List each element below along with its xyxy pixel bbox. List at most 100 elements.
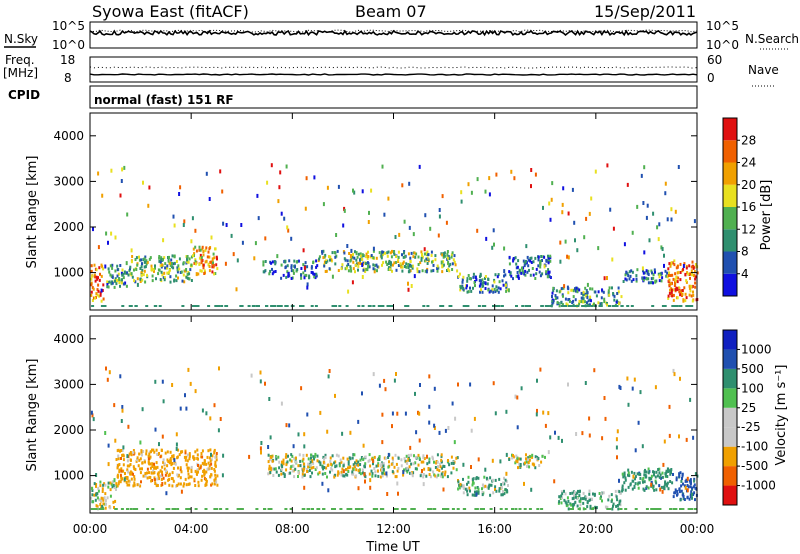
- scatter-cell: [361, 275, 364, 279]
- scatter-cell: [549, 217, 552, 222]
- scatter-cell: [114, 499, 117, 503]
- scatter-cell: [107, 485, 110, 489]
- scatter-cell: [656, 474, 659, 478]
- scatter-cell: [594, 290, 597, 294]
- scatter-cell: [125, 284, 128, 288]
- scatter-cell: [208, 467, 211, 471]
- scatter-cell: [467, 182, 470, 187]
- y-tick-label: 1000: [53, 469, 84, 483]
- scatter-cell: [606, 505, 609, 509]
- scatter-cell: [119, 193, 122, 198]
- scatter-cell: [311, 508, 314, 510]
- scatter-cell: [541, 272, 544, 276]
- freq-tick-top: 18: [60, 53, 75, 67]
- scatter-cell: [129, 508, 133, 510]
- scatter-cell: [213, 256, 216, 260]
- scatter-cell: [169, 275, 172, 279]
- colorbar-segment: [723, 118, 737, 141]
- scatter-cell: [547, 411, 550, 416]
- scatter-cell: [687, 305, 691, 307]
- scatter-cell: [104, 492, 107, 496]
- scatter-cell: [99, 484, 102, 488]
- scatter-cell: [498, 477, 501, 481]
- scatter-cell: [208, 456, 211, 460]
- scatter-cell: [661, 489, 664, 494]
- scatter-cell: [168, 483, 171, 487]
- scatter-cell: [282, 458, 285, 462]
- scatter-cell: [205, 479, 208, 483]
- scatter-cell: [556, 301, 559, 304]
- scatter-cell: [650, 474, 653, 478]
- scatter-cell: [403, 265, 406, 268]
- scatter-cell: [387, 196, 390, 201]
- scatter-cell: [201, 245, 204, 249]
- scatter-cell: [204, 260, 207, 264]
- scatter-cell: [472, 480, 474, 484]
- scatter-cell: [118, 470, 121, 474]
- scatter-cell: [313, 455, 316, 459]
- scatter-cell: [268, 458, 271, 462]
- scatter-cell: [316, 264, 319, 268]
- scatter-cell: [693, 508, 697, 510]
- scatter-cell: [255, 305, 259, 307]
- scatter-cell: [652, 211, 655, 216]
- scatter-cell: [120, 469, 123, 473]
- scatter-cell: [148, 471, 150, 475]
- scatter-cell: [321, 250, 323, 254]
- scatter-cell: [560, 287, 563, 291]
- scatter-cell: [161, 379, 164, 384]
- scatter-cell: [419, 383, 421, 387]
- colorbar-segment: [723, 184, 737, 207]
- scatter-cell: [104, 264, 107, 269]
- scatter-cell: [531, 455, 534, 459]
- scatter-cell: [673, 284, 676, 288]
- scatter-cell: [316, 459, 319, 463]
- scatter-cell: [402, 473, 405, 477]
- colorbar-tick-label: 4: [741, 267, 749, 281]
- scatter-cell: [172, 214, 175, 219]
- scatter-cell: [146, 476, 149, 480]
- scatter-cell: [447, 426, 450, 430]
- scatter-cell: [122, 282, 125, 286]
- scatter-cell: [634, 448, 637, 453]
- scatter-cell: [204, 248, 207, 252]
- scatter-cell: [203, 272, 206, 275]
- scatter-cell: [179, 466, 182, 470]
- scatter-cell: [412, 232, 415, 237]
- scatter-cell: [584, 292, 587, 296]
- scatter-cell: [619, 491, 622, 495]
- scatter-cell: [186, 256, 189, 260]
- scatter-cell: [689, 481, 692, 485]
- scatter-cell: [482, 284, 485, 288]
- scatter-cell: [101, 508, 105, 510]
- scatter-cell: [674, 278, 677, 282]
- scatter-cell: [203, 459, 206, 462]
- scatter-cell: [497, 290, 500, 294]
- scatter-cell: [304, 206, 307, 211]
- scatter-cell: [588, 498, 591, 502]
- scatter-cell: [280, 401, 283, 406]
- scatter-cell: [581, 305, 585, 307]
- scatter-cell: [531, 267, 534, 270]
- scatter-cell: [168, 473, 171, 477]
- scatter-cell: [199, 248, 202, 252]
- scatter-cell: [525, 305, 529, 307]
- scatter-cell: [134, 468, 137, 471]
- scatter-cell: [589, 295, 592, 299]
- scatter-cell: [310, 265, 313, 269]
- scatter-cell: [642, 201, 645, 205]
- scatter-cell: [556, 296, 559, 300]
- scatter-cell: [322, 508, 326, 510]
- scatter-cell: [540, 305, 544, 307]
- scatter-cell: [190, 255, 193, 259]
- scatter-cell: [147, 461, 150, 465]
- scatter-cell: [578, 288, 581, 292]
- scatter-cell: [489, 476, 492, 480]
- scatter-cell: [642, 271, 645, 275]
- scatter-cell: [103, 496, 106, 500]
- scatter-cell: [618, 302, 620, 306]
- scatter-cell: [183, 280, 186, 284]
- scatter-cell: [433, 460, 435, 464]
- scatter-cell: [432, 263, 435, 267]
- scatter-cell: [278, 460, 281, 464]
